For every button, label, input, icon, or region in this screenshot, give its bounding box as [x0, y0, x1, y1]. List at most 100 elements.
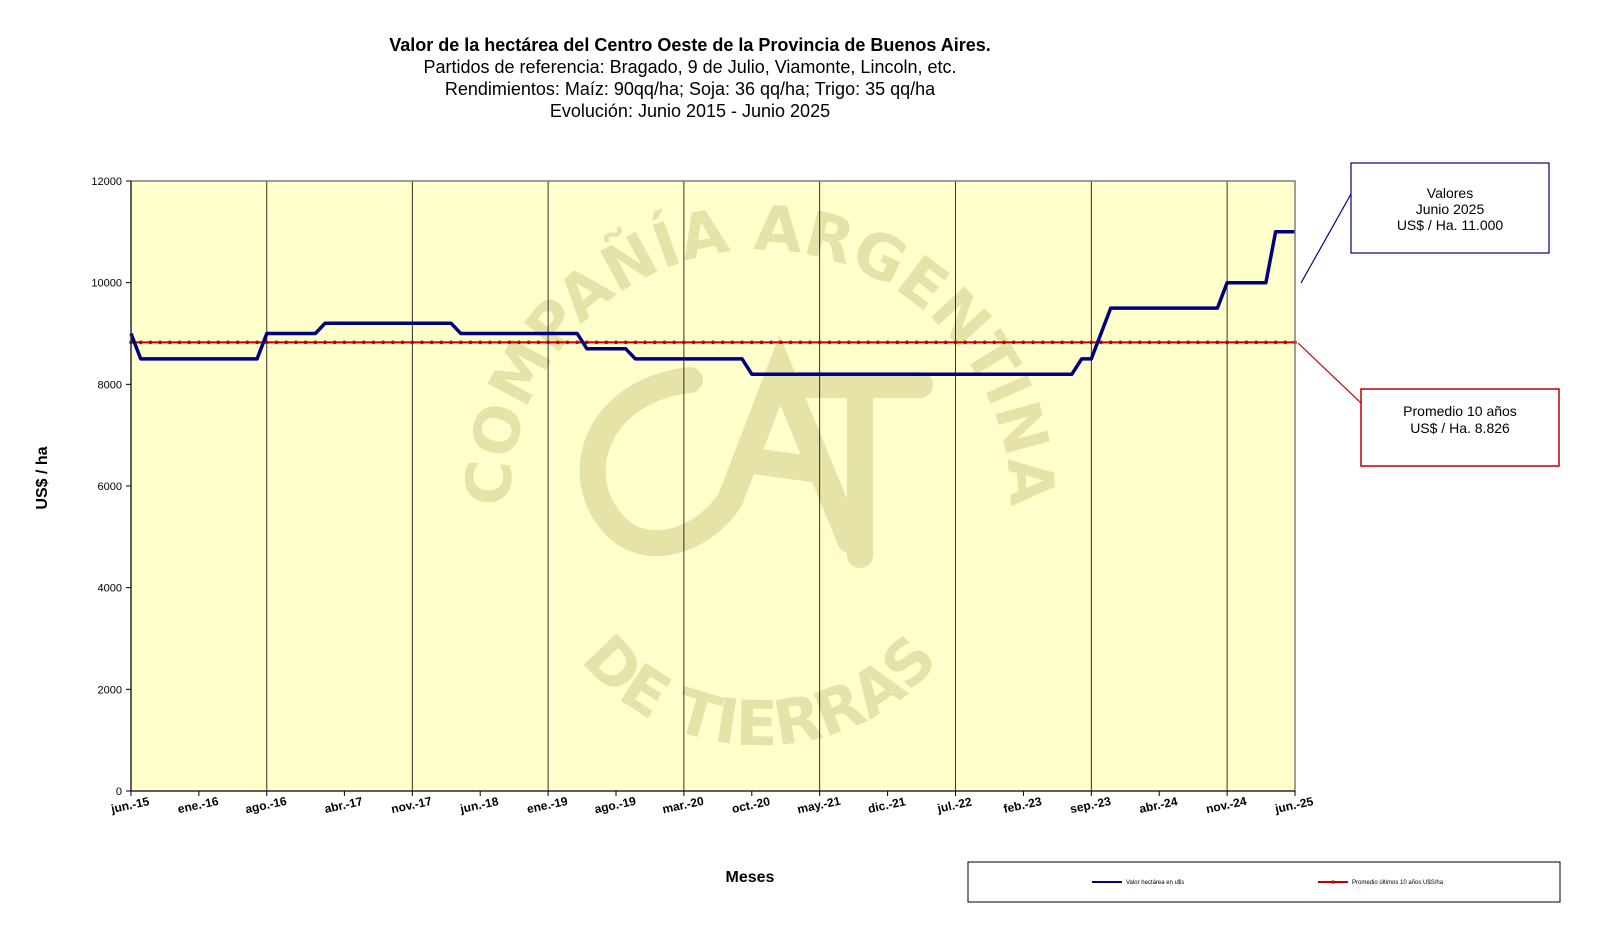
x-tick-label-oct.-20: oct.-20: [731, 794, 772, 816]
average-point: [565, 340, 570, 345]
average-point: [1108, 340, 1113, 345]
chart-titles: Valor de la hectárea del Centro Oeste de…: [330, 34, 1050, 122]
annotation-current-line3: US$ / Ha. 11.000: [1397, 217, 1504, 233]
annotation-current-line1: Valores: [1427, 185, 1473, 201]
average-point: [953, 340, 958, 345]
x-tick-label-ene.-16: ene.-16: [176, 794, 220, 816]
x-tick-label-feb.-23: feb.-23: [1002, 794, 1043, 816]
y-axis-label: US$ / ha: [34, 446, 51, 509]
x-tick-label-nov.-24: nov.-24: [1205, 794, 1248, 816]
annotation-current-box: [1350, 162, 1550, 254]
average-point: [536, 340, 541, 345]
average-point: [847, 340, 851, 345]
average-point: [653, 340, 657, 345]
average-point: [720, 340, 725, 345]
value-line: [129, 230, 1295, 376]
average-point: [1031, 340, 1035, 345]
average-point: [1128, 340, 1132, 345]
average-point: [245, 340, 250, 345]
plot-background: [131, 181, 1295, 791]
average-point: [1176, 340, 1181, 345]
average-point: [1118, 340, 1123, 345]
y-tick-label-4000: 4000: [98, 583, 122, 595]
annotation-current-value: Valores Junio 2025 US$ / Ha. 11.000: [1300, 162, 1550, 284]
average-point: [575, 340, 579, 345]
average-point: [449, 340, 453, 345]
average-point: [808, 340, 812, 345]
average-point: [168, 340, 172, 345]
x-tick-label-ago.-19: ago.-19: [593, 794, 637, 816]
average-point: [982, 340, 987, 345]
chart-title: Valor de la hectárea del Centro Oeste de…: [389, 35, 991, 55]
average-point: [429, 340, 434, 345]
average-point: [158, 340, 162, 345]
average-point: [1264, 340, 1268, 345]
average-point: [963, 340, 967, 345]
average-point: [235, 340, 240, 345]
x-tick-label-may.-21: may.-21: [796, 794, 842, 817]
average-point: [856, 340, 861, 345]
average-point: [410, 340, 415, 345]
chart-subtitle-2: Rendimientos: Maíz: 90qq/ha; Soja: 36 qq…: [444, 79, 936, 99]
average-point: [362, 340, 366, 345]
x-tick-label-nov.-17: nov.-17: [390, 794, 433, 816]
average-point: [1021, 340, 1026, 345]
average-point: [274, 340, 279, 345]
annotation-average-leader: [1297, 342, 1362, 404]
average-point: [914, 340, 919, 345]
average-point: [488, 340, 492, 345]
x-axis-label: Meses: [726, 869, 775, 886]
average-point: [556, 340, 560, 345]
y-tick-label-2000: 2000: [98, 684, 122, 696]
average-point: [1254, 340, 1258, 345]
y-tick-label-10000: 10000: [91, 278, 122, 290]
average-point: [1079, 340, 1084, 345]
average-point: [313, 340, 318, 345]
average-point: [759, 340, 764, 345]
average-point: [1225, 340, 1229, 345]
average-point: [1138, 340, 1142, 345]
average-point: [517, 340, 521, 345]
average-point: [1157, 340, 1161, 345]
x-tick-label-ago.-16: ago.-16: [244, 794, 288, 816]
legend-item-average: Promedio últimos 10 años U$S/ha: [1318, 880, 1444, 886]
average-point: [1215, 340, 1220, 345]
y-tick-labels: 0 2000 4000 6000 8000 10000 12000: [91, 176, 122, 798]
average-point: [614, 340, 618, 345]
average-point: [478, 340, 483, 345]
average-point: [633, 340, 638, 345]
average-point: [1050, 340, 1055, 345]
average-point: [924, 340, 929, 345]
average-point: [400, 340, 405, 345]
y-tick-label-8000: 8000: [98, 379, 122, 391]
average-point: [730, 340, 735, 345]
average-point: [420, 340, 424, 345]
annotation-average: Promedio 10 años US$ / Ha. 8.826: [1297, 342, 1560, 467]
average-point: [623, 340, 628, 345]
average-point: [905, 340, 909, 345]
x-tick-label-jun.-18: jun.-18: [458, 794, 500, 816]
average-point: [497, 340, 502, 345]
average-point: [1196, 340, 1200, 345]
value-series: [129, 230, 1295, 376]
average-point: [837, 340, 841, 345]
average-point: [827, 340, 832, 345]
average-point: [662, 340, 667, 345]
average-point: [691, 340, 696, 345]
average-point: [866, 340, 870, 345]
average-point: [1205, 340, 1210, 345]
average-point: [1041, 340, 1045, 345]
average-series: [129, 340, 1297, 345]
average-point: [177, 340, 182, 345]
x-tick-label-abr.-24: abr.-24: [1138, 794, 1179, 816]
average-point: [265, 340, 269, 345]
annotation-current-line2: Junio 2025: [1416, 201, 1485, 217]
average-point: [992, 340, 997, 345]
x-tick-label-ene.-19: ene.-19: [526, 794, 570, 816]
annotation-average-box: [1360, 388, 1560, 467]
average-point: [323, 340, 327, 345]
chart-subtitle-1: Partidos de referencia: Bragado, 9 de Ju…: [423, 57, 957, 77]
legend-box: [967, 861, 1561, 903]
average-point: [1167, 340, 1171, 345]
average-point: [226, 340, 230, 345]
